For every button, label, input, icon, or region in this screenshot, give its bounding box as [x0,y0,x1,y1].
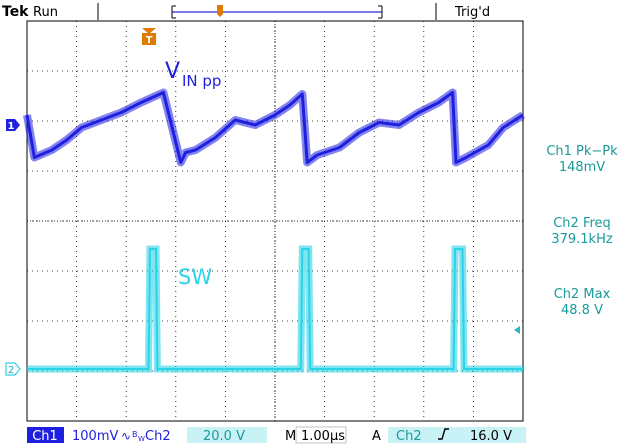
trig-status-label: Trig'd [454,5,490,20]
measure-1-label: Ch1 Pk−Pk [546,144,618,159]
measure-3-label: Ch2 Max [554,287,611,302]
trigger-marker-icon[interactable]: T [142,28,156,46]
ch1-bw-label: B [132,430,138,439]
brand-label: Tek [2,4,29,20]
measurement-panel: Ch1 Pk−Pk 148mV Ch2 Freq 379.1kHz Ch2 Ma… [546,144,618,318]
svg-text:T: T [146,35,153,46]
trigger-info-bg [388,427,526,443]
measure-2-value: 379.1kHz [551,232,613,247]
status-bar: Ch1 100mV ∿ B W Ch2 20.0 V M 1.00μs A Ch… [27,426,526,444]
timebase-bg [295,426,347,444]
ch2-ground-marker[interactable]: 2 [5,362,21,376]
measure-3-value: 48.8 V [561,303,603,318]
trigger-level-icon[interactable] [514,326,520,334]
horizontal-position-bar[interactable] [171,5,383,19]
trigger-position-icon [217,5,223,17]
ch1-scale[interactable]: 100mV [72,429,118,444]
ch2-trace-label: SW [178,265,212,289]
trig-source[interactable]: Ch2 [396,429,422,444]
ch2-tag[interactable]: Ch2 [145,429,171,444]
svg-text:2: 2 [8,365,14,376]
ch1-trace-label: V [165,59,180,84]
ch1-trace-label-subscript: IN pp [182,72,221,90]
graticule [26,20,524,422]
timebase-value[interactable]: 1.00μs [301,429,345,444]
ch1-ground-marker[interactable]: 1 [6,119,20,132]
measure-2-label: Ch2 Freq [553,216,611,231]
trig-level[interactable]: 16.0 V [470,429,512,444]
ch2-scale-bg [187,427,267,443]
run-state-label: Run [33,5,58,20]
traces [23,88,526,373]
timebase-tag: M [285,429,296,444]
ch2-trace [27,248,523,370]
ch1-coupling-icon: ∿ [121,429,131,443]
rising-edge-icon [438,428,449,440]
measure-1-value: 148mV [559,160,605,175]
ch1-trace [25,91,524,164]
trig-mode: A [372,429,381,444]
ch1-tag-bg [27,427,64,443]
ch1-bw-sub: W [138,435,145,443]
ch1-tag[interactable]: Ch1 [32,429,58,444]
svg-text:1: 1 [8,121,15,132]
ch2-scale[interactable]: 20.0 V [203,429,245,444]
